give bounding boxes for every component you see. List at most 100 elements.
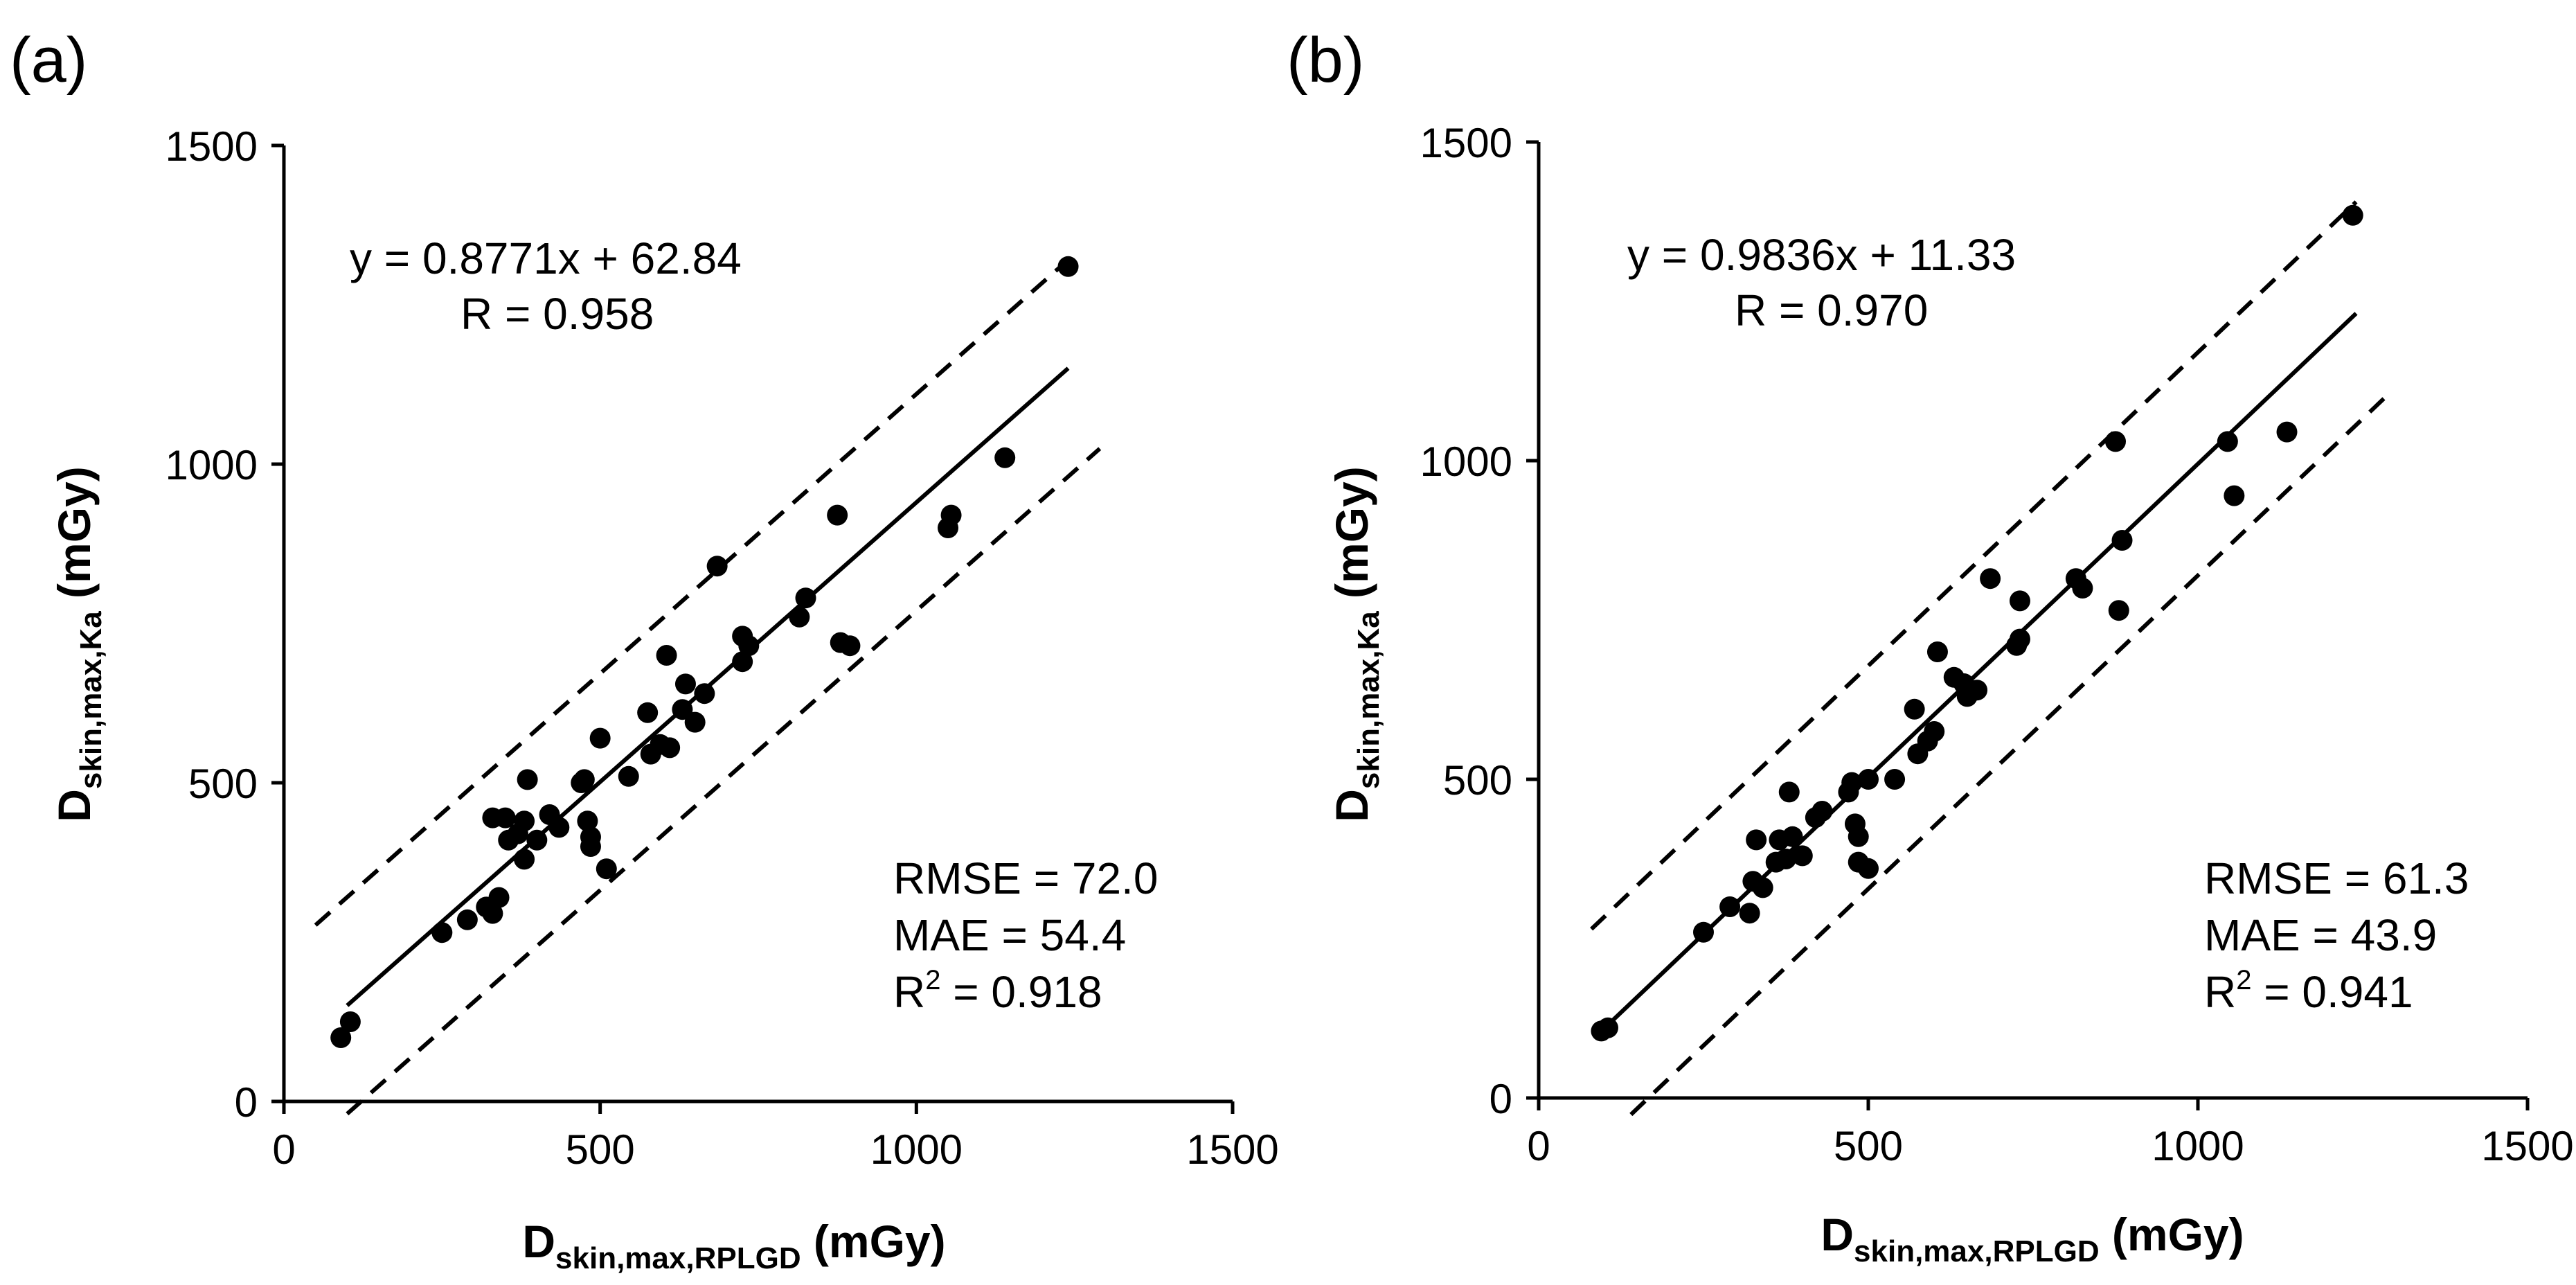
data-point [839, 635, 861, 657]
data-point [2105, 431, 2126, 452]
data-point [940, 504, 962, 526]
y-tick-label: 1000 [166, 442, 258, 488]
r2-superscript: 2 [925, 965, 940, 995]
data-point [2108, 600, 2129, 621]
data-point [2276, 421, 2298, 443]
data-point [482, 903, 503, 924]
data-point [526, 829, 548, 851]
y-tick-label: 0 [235, 1079, 258, 1126]
x-axis-main: D [1821, 1209, 1854, 1260]
x-axis-main: D [522, 1216, 555, 1267]
data-point [1752, 877, 1773, 898]
data-point [1967, 680, 1988, 701]
x-tick-label: 500 [1834, 1123, 1903, 1169]
y-axis-subscript: skin,max,Ka [1352, 611, 1386, 789]
y-tick-label: 0 [1490, 1076, 1512, 1122]
data-point [573, 769, 595, 790]
r2-letter: R [893, 967, 925, 1017]
data-point [1782, 826, 1803, 847]
x-tick-label: 500 [566, 1126, 635, 1173]
data-point [2072, 578, 2093, 599]
y-tick-label: 1500 [1420, 120, 1512, 166]
data-point [494, 807, 516, 828]
y-axis-subscript: skin,max,Ka [74, 611, 108, 789]
stat-rmse: RMSE = 72.0 [893, 853, 1158, 903]
data-point [577, 810, 598, 832]
stat-rmse: RMSE = 61.3 [2204, 853, 2469, 903]
data-point [1848, 826, 1869, 847]
data-point [339, 1011, 361, 1032]
x-tick-label: 0 [272, 1126, 295, 1173]
scatter-panel-a: (a) 0 500 1000 1500 0 500 1000 1500 y = 0.8771x… [10, 25, 1279, 1275]
data-point [1926, 641, 1948, 662]
data-point [514, 849, 535, 870]
data-point [684, 711, 706, 733]
data-point [2342, 204, 2363, 226]
r2-value: = 0.941 [2251, 967, 2413, 1017]
data-point [1057, 256, 1079, 277]
r2-letter: R [2204, 967, 2236, 1017]
stat-mae: MAE = 43.9 [2204, 910, 2437, 960]
data-point [1841, 772, 1863, 793]
data-point [672, 699, 693, 720]
y-tick-label: 500 [188, 761, 258, 807]
y-tick-label: 1500 [166, 123, 258, 170]
r2-value: = 0.918 [940, 967, 1102, 1017]
data-point [1904, 698, 1925, 720]
data-point [1778, 781, 1800, 803]
stat-r2: R2 = 0.941 [2204, 965, 2413, 1017]
data-point [2009, 590, 2030, 612]
data-point [514, 810, 535, 832]
fit-equation: y = 0.9836x + 11.33 [1627, 230, 2016, 280]
y-tick-label: 1000 [1420, 438, 1512, 485]
data-point [1746, 829, 1767, 851]
data-point [1858, 858, 1879, 879]
data-point [795, 587, 816, 609]
correlation-r: R = 0.958 [460, 289, 654, 339]
data-point [1884, 769, 1906, 790]
data-point [2217, 431, 2238, 452]
x-tick-label: 1500 [1186, 1126, 1278, 1173]
data-point [517, 769, 538, 790]
plot-area: 0 500 1000 1500 0 500 1000 1500 [1420, 120, 2574, 1169]
lower-band-line [346, 447, 1102, 1116]
y-axis-title: Dskin,max,Ka (mGy) [1326, 466, 1386, 822]
x-tick-label: 1500 [2481, 1123, 2573, 1169]
data-point [589, 727, 611, 749]
data-point [431, 922, 453, 943]
lower-band-line [1629, 392, 2391, 1117]
data-point [2009, 628, 2030, 650]
data-point [456, 909, 478, 930]
y-axis-main: D [1326, 789, 1377, 822]
data-point [618, 765, 639, 787]
data-point [1719, 896, 1741, 917]
x-axis-title: Dskin,max,RPLGD (mGy) [522, 1216, 945, 1275]
data-point [2111, 530, 2133, 551]
scatter-panel-b: (b) 0 500 1000 1500 0 500 1000 1500 y = 0.9836x… [1287, 25, 2574, 1268]
data-point [548, 817, 570, 838]
data-point [674, 673, 696, 695]
data-point [659, 737, 681, 759]
stat-r2: R2 = 0.918 [893, 965, 1102, 1017]
data-point [1597, 1017, 1618, 1038]
panel-label: (a) [10, 25, 87, 96]
data-point [596, 858, 617, 880]
correlation-r: R = 0.970 [1735, 285, 1928, 335]
y-axis-unit: (mGy) [1326, 466, 1377, 611]
y-axis-main: D [48, 789, 100, 822]
data-point [656, 645, 677, 666]
panel-label: (b) [1287, 25, 1364, 96]
data-point [1693, 921, 1714, 943]
data-point [2224, 485, 2245, 506]
fit-equation: y = 0.8771x + 62.84 [350, 233, 742, 283]
x-tick-label: 0 [1527, 1123, 1550, 1169]
y-axis-title: Dskin,max,Ka (mGy) [48, 466, 108, 822]
upper-band-line [314, 258, 1070, 927]
data-point [637, 702, 659, 723]
data-point [488, 887, 510, 908]
data-point [1858, 769, 1879, 790]
upper-band-line [1590, 200, 2358, 931]
r2-superscript: 2 [2236, 965, 2251, 995]
data-point [330, 1027, 352, 1048]
